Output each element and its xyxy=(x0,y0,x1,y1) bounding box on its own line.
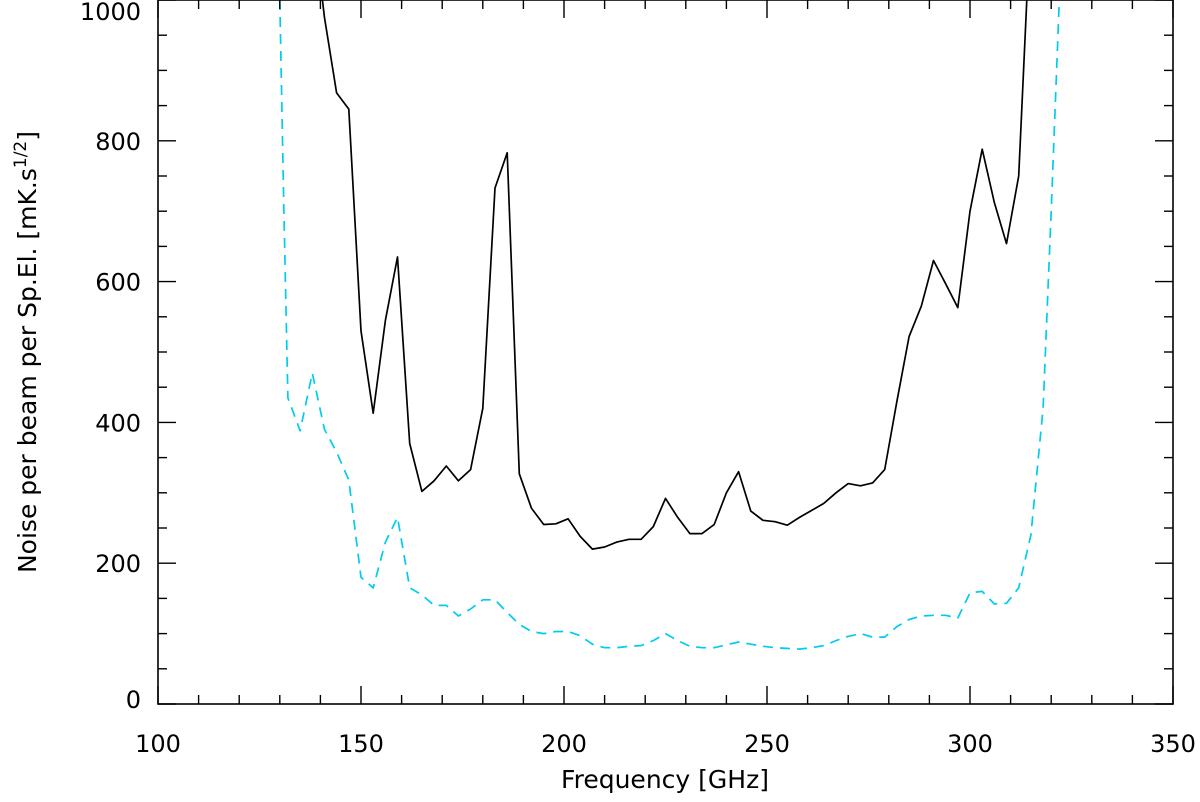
y-axis-label-end: ] xyxy=(13,131,42,141)
x-tick-label: 150 xyxy=(338,730,384,758)
y-tick-label: 400 xyxy=(95,409,141,437)
solid-series-line xyxy=(321,0,1028,550)
x-axis-label: Frequency [GHz] xyxy=(561,765,769,794)
x-tick-label: 200 xyxy=(541,730,587,758)
x-tick-label: 250 xyxy=(744,730,790,758)
plot-frame xyxy=(157,0,1174,705)
ticks-layer xyxy=(157,0,1174,705)
y-axis-label-superscript: 1/2 xyxy=(11,141,31,168)
y-axis-label-main: Noise per beam per Sp.El. [mK.s xyxy=(13,168,42,573)
y-tick-label: 0 xyxy=(126,686,141,714)
series-layer xyxy=(278,0,1061,650)
dashed-series-line xyxy=(278,0,1061,650)
x-tick-label: 350 xyxy=(1150,730,1196,758)
y-tick-label: 200 xyxy=(95,550,141,578)
y-tick-label: 1000 xyxy=(80,0,141,26)
y-axis-label: Noise per beam per Sp.El. [mK.s1/2] xyxy=(11,131,42,573)
tick-labels-layer: 100 150 200 250 300 350 0 200 400 600 800 1000 xyxy=(80,0,1196,758)
y-tick-label: 600 xyxy=(95,269,141,297)
x-tick-label: 100 xyxy=(135,730,181,758)
x-tick-label: 300 xyxy=(947,730,993,758)
y-tick-label: 800 xyxy=(95,128,141,156)
